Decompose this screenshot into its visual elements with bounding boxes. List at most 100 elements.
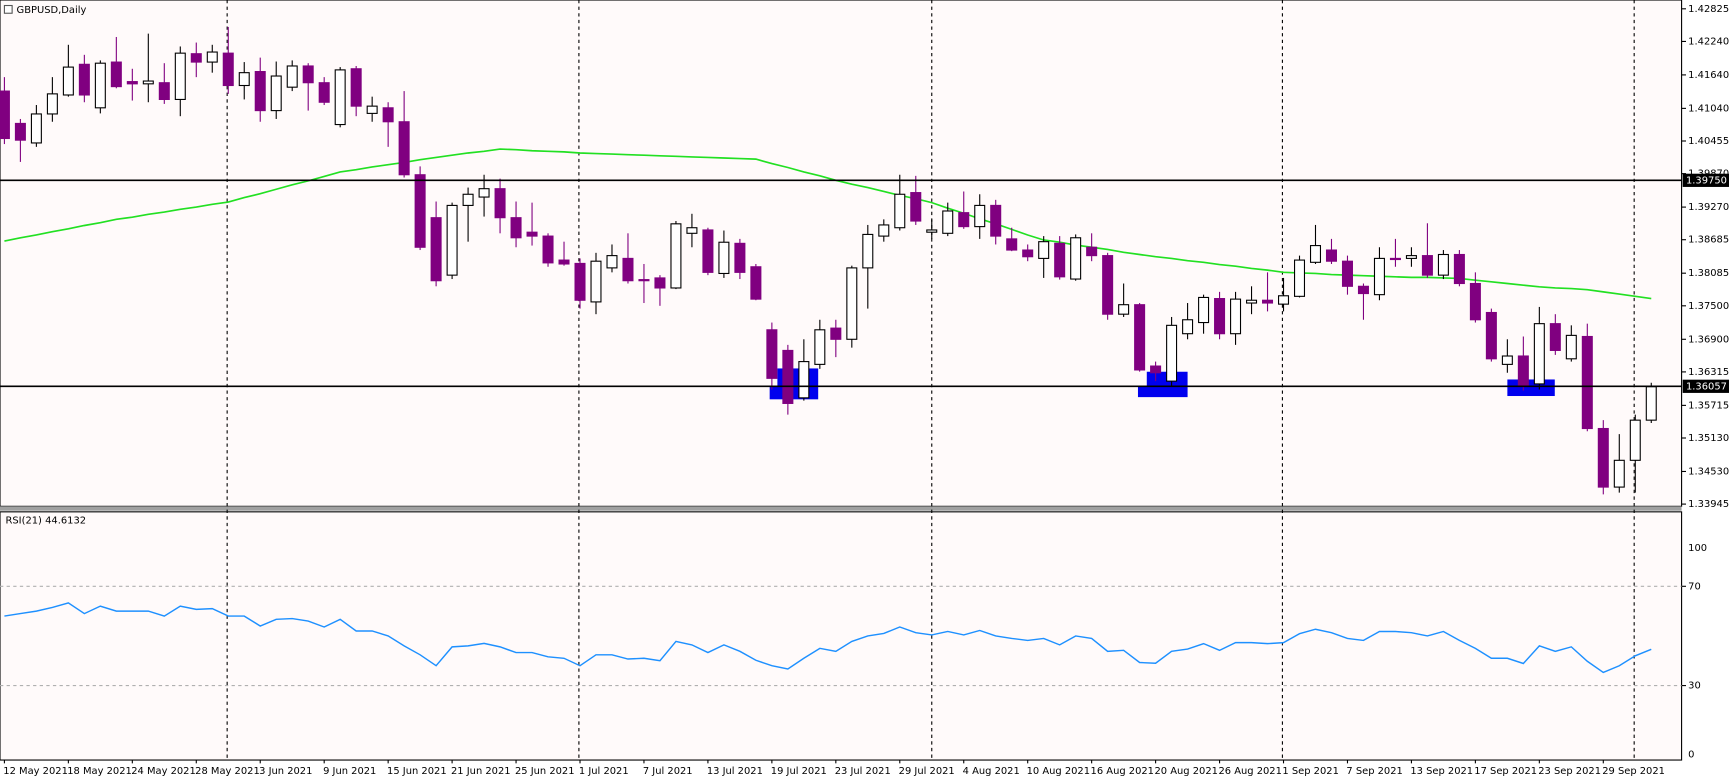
candle-body xyxy=(654,277,666,289)
candle-body xyxy=(1246,299,1258,304)
candle-body xyxy=(606,255,618,269)
candle-body xyxy=(574,262,586,301)
x-tick-label: 10 Aug 2021 xyxy=(1027,766,1090,777)
candle-body xyxy=(894,193,906,229)
candle-body xyxy=(1166,324,1178,382)
symbol-icon xyxy=(3,4,13,14)
candle-body xyxy=(862,233,874,269)
x-tick-label: 23 Sep 2021 xyxy=(1538,766,1601,777)
candle-body xyxy=(318,82,330,103)
candle-body xyxy=(1453,253,1465,285)
candle-body xyxy=(638,279,650,282)
candle-body xyxy=(1070,237,1082,280)
candle-body xyxy=(478,188,490,198)
candle-body xyxy=(1405,255,1417,259)
candle-body xyxy=(1262,299,1274,304)
candle-body xyxy=(1613,459,1625,488)
candle-body xyxy=(430,217,442,282)
candle-body xyxy=(1645,386,1657,421)
y-tick-label: 1.41040 xyxy=(1688,103,1729,114)
candle-body xyxy=(1501,355,1513,365)
candle-body xyxy=(526,231,538,237)
candle-body xyxy=(1102,255,1114,315)
candle-body xyxy=(14,122,26,141)
x-tick-label: 16 Aug 2021 xyxy=(1091,766,1154,777)
y-tick-label: 100 xyxy=(1688,543,1707,554)
price-label: 1.39750 xyxy=(1686,175,1727,186)
candle-body xyxy=(1629,419,1641,461)
candle-body xyxy=(734,242,746,273)
rsi-panel xyxy=(0,511,1683,761)
candle-body xyxy=(878,224,890,237)
candle-body xyxy=(1373,257,1385,296)
candle-body xyxy=(1565,334,1577,360)
candle-body xyxy=(782,349,794,404)
candle-body xyxy=(1038,241,1050,259)
candle-body xyxy=(446,204,458,276)
x-tick-label: 4 Aug 2021 xyxy=(963,766,1020,777)
x-tick-label: 21 Jun 2021 xyxy=(451,766,511,777)
candle-body xyxy=(766,329,778,379)
y-tick-label: 1.42240 xyxy=(1688,36,1729,47)
price-label-box xyxy=(1682,379,1729,393)
candle-body xyxy=(1230,298,1242,335)
period-separators xyxy=(226,0,1635,761)
candle-body xyxy=(142,80,154,85)
x-tick-label: 3 Jun 2021 xyxy=(259,766,312,777)
candle-body xyxy=(1517,355,1529,387)
x-tick-label: 7 Sep 2021 xyxy=(1346,766,1402,777)
candle-body xyxy=(286,65,298,88)
candle-body xyxy=(1214,298,1226,335)
panel-separator xyxy=(0,506,1682,511)
candle-body xyxy=(94,62,106,109)
x-tick-label: 9 Jun 2021 xyxy=(323,766,376,777)
rsi-line xyxy=(4,602,1652,674)
candle-body xyxy=(1549,323,1561,351)
x-tick-label: 12 May 2021 xyxy=(3,766,68,777)
candle-body xyxy=(974,204,986,228)
y-tick-label: 1.37500 xyxy=(1688,301,1729,312)
candle-body xyxy=(1054,242,1066,278)
candle-body xyxy=(206,51,218,63)
candle-body xyxy=(1118,304,1130,315)
price-label-box xyxy=(1682,173,1729,187)
candle-body xyxy=(1485,311,1497,360)
x-tick-label: 1 Jul 2021 xyxy=(579,766,629,777)
zone xyxy=(1137,386,1188,398)
main-panel xyxy=(0,0,1683,507)
candle-body xyxy=(1533,323,1545,385)
y-tick-label: 1.38685 xyxy=(1688,235,1729,246)
candle-body xyxy=(1086,246,1098,257)
candle-body xyxy=(1022,249,1034,258)
y-tick-label: 1.41640 xyxy=(1688,70,1729,81)
y-tick-label: 1.34530 xyxy=(1688,466,1729,477)
x-tick-label: 29 Sep 2021 xyxy=(1602,766,1665,777)
y-tick-label: 1.40455 xyxy=(1688,136,1729,147)
price-label: 1.36057 xyxy=(1686,381,1727,392)
x-tick-label: 15 Jun 2021 xyxy=(387,766,447,777)
y-tick-label: 1.35715 xyxy=(1688,400,1729,411)
candle-body xyxy=(494,188,506,219)
x-tick-label: 28 May 2021 xyxy=(195,766,260,777)
x-tick-label: 20 Aug 2021 xyxy=(1155,766,1218,777)
plot-layer: 1.428251.422401.416401.410401.404551.398… xyxy=(0,4,1729,777)
zone xyxy=(1507,386,1555,397)
candle-body xyxy=(990,204,1002,237)
candle-body xyxy=(238,72,250,87)
candle-body xyxy=(718,241,730,275)
candle-body xyxy=(222,52,234,87)
y-tick-label: 0 xyxy=(1688,750,1694,761)
candle-body xyxy=(190,53,202,63)
candle-body xyxy=(750,266,762,300)
candle-body xyxy=(1325,249,1337,262)
candle-body xyxy=(46,93,58,115)
y-tick-label: 1.42825 xyxy=(1688,4,1729,15)
candle-body xyxy=(542,235,554,264)
x-tick-label: 1 Sep 2021 xyxy=(1282,766,1338,777)
y-tick-label: 1.35130 xyxy=(1688,433,1729,444)
candle-body xyxy=(622,257,634,282)
candle-body xyxy=(126,81,138,85)
candle-body xyxy=(62,66,74,96)
x-tick-label: 29 Jul 2021 xyxy=(899,766,955,777)
